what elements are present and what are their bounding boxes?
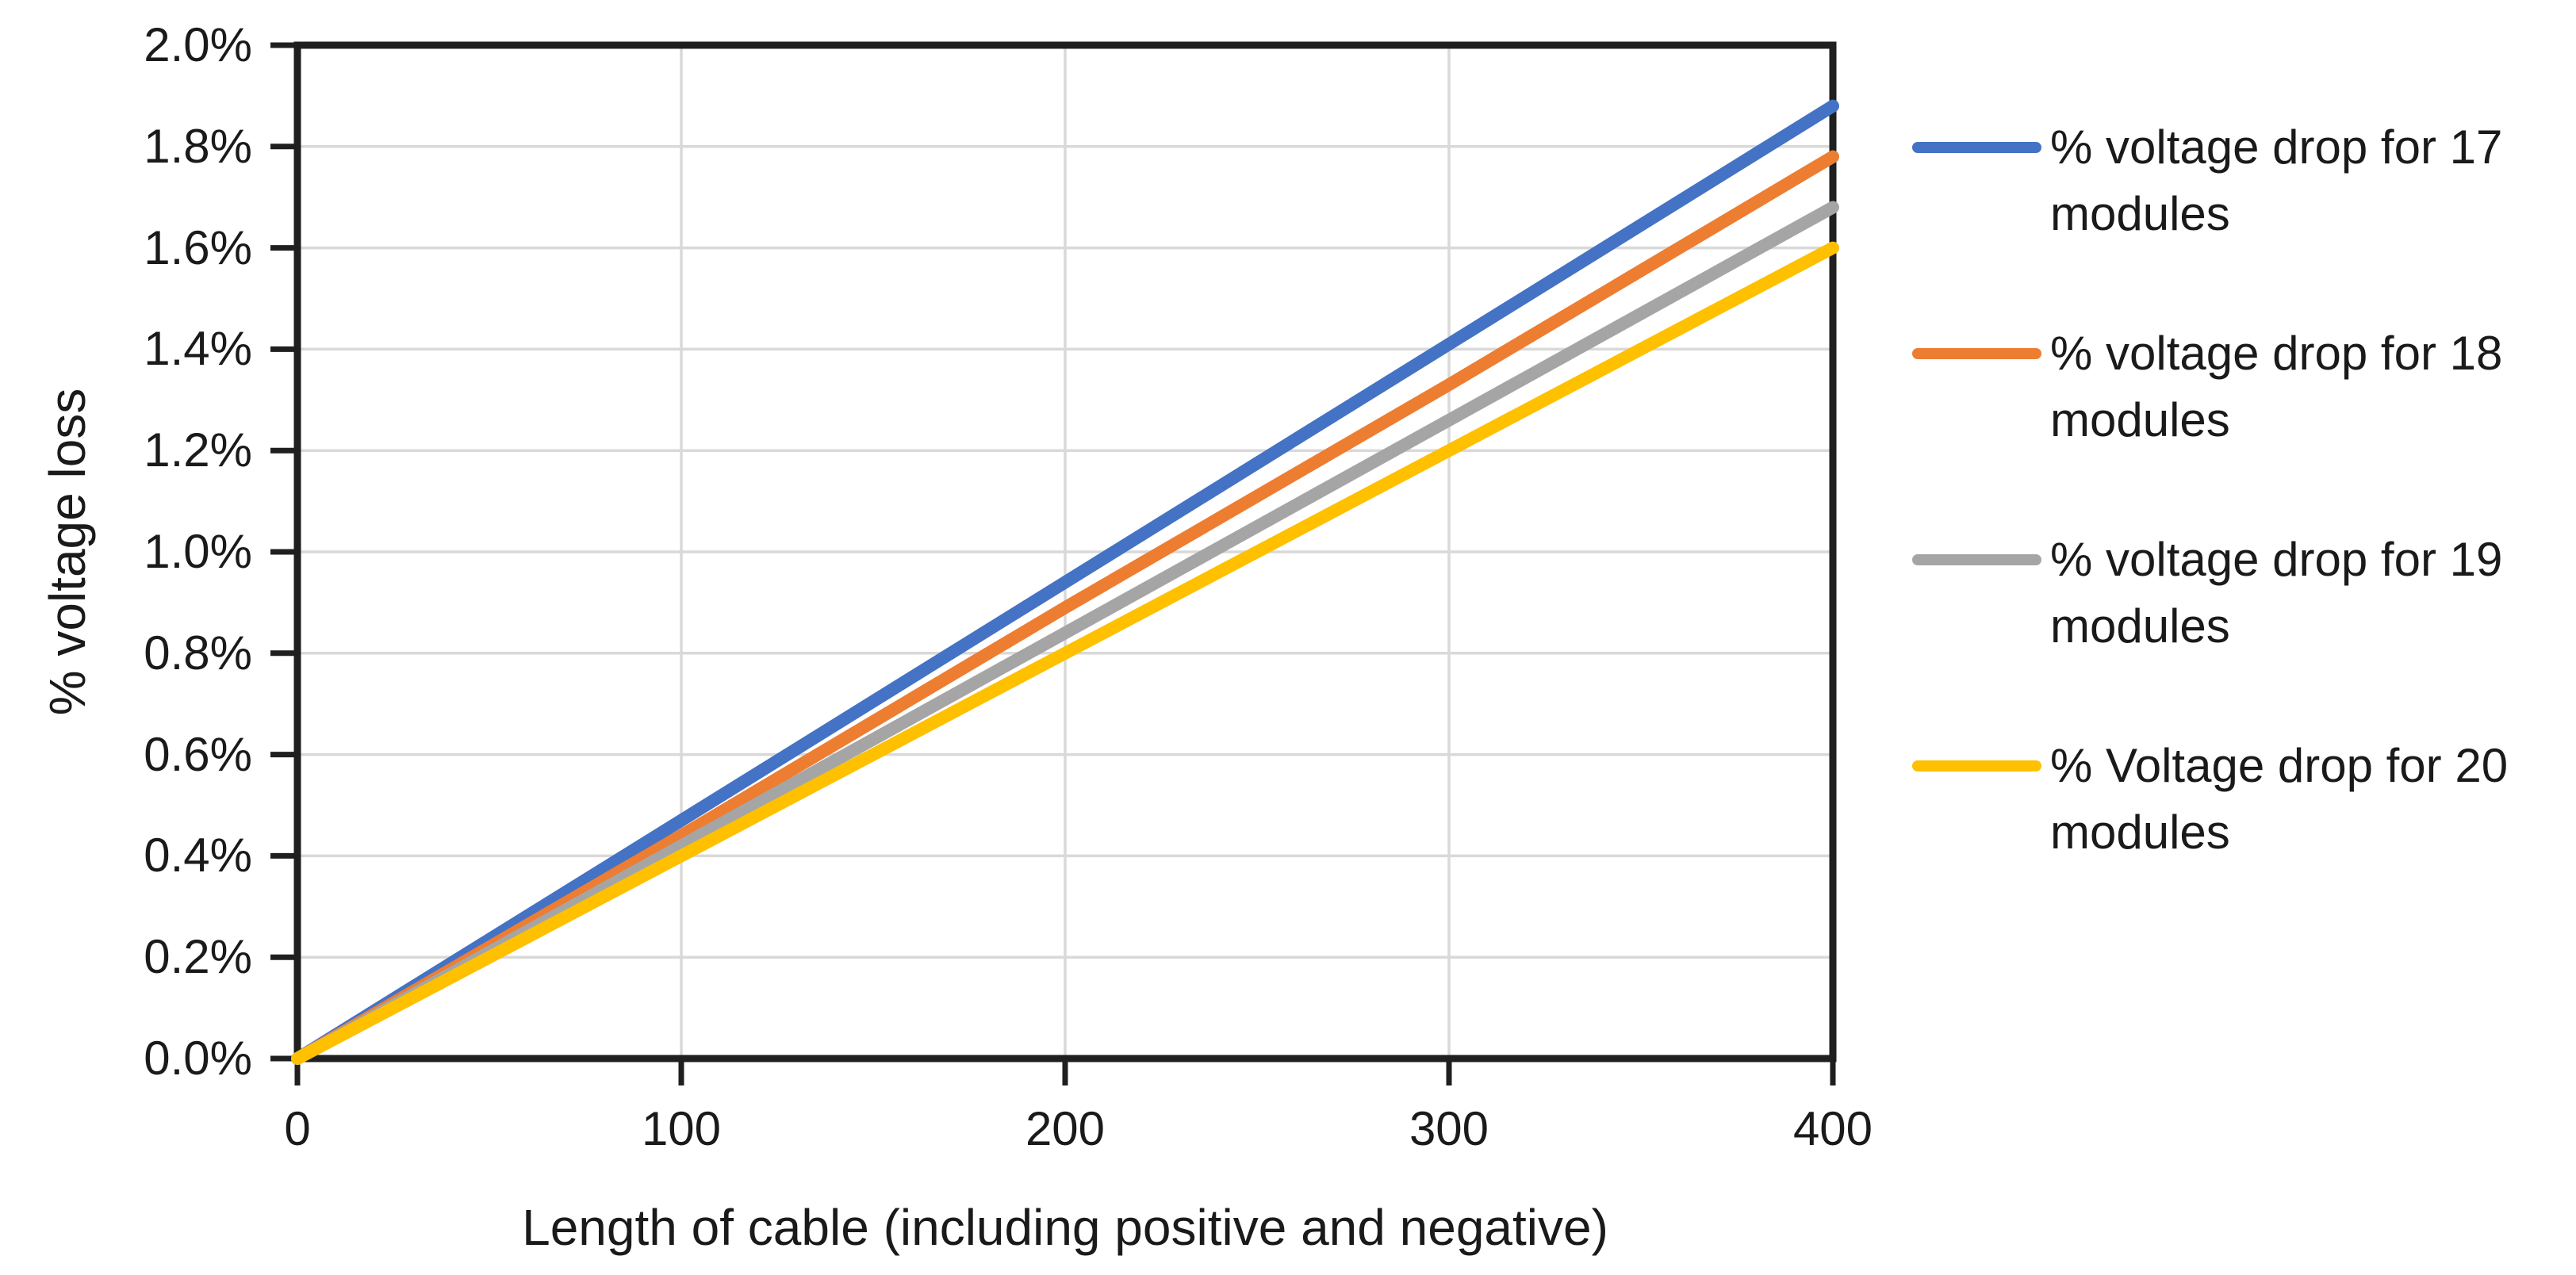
x-tick-label: 400 (1792, 1102, 1873, 1155)
y-tick-label: 1.8% (144, 119, 252, 173)
plot-border (293, 41, 1837, 1062)
legend-item: % Voltage drop for 20 modules (1912, 733, 2576, 866)
legend-swatch-icon (1912, 554, 2041, 565)
y-tick-label: 1.4% (144, 322, 252, 376)
legend-swatch-icon (1912, 760, 2041, 772)
y-tick-label: 0.0% (144, 1032, 252, 1085)
legend-swatch-icon (1912, 348, 2041, 359)
legend-item-label: % voltage drop for 18 modules (2050, 327, 2503, 446)
y-axis-title: % voltage loss (39, 388, 96, 716)
legend-item-label: % voltage drop for 19 modules (2050, 533, 2503, 653)
y-tick-label: 2.0% (144, 18, 252, 71)
y-tick-label: 0.8% (144, 626, 252, 680)
y-tick-label: 0.6% (144, 727, 252, 781)
y-tick-label: 1.2% (144, 423, 252, 477)
x-tick-label: 0 (284, 1102, 311, 1155)
x-tick-label: 300 (1409, 1102, 1489, 1155)
x-tick-label: 100 (641, 1102, 722, 1155)
x-axis-title: Length of cable (including positive and … (522, 1199, 1608, 1256)
series-line-17-modules (291, 99, 1839, 1065)
legend-swatch-icon (1912, 142, 2041, 153)
legend-item: % voltage drop for 19 modules (1912, 526, 2576, 660)
series-line-20-modules (291, 241, 1839, 1065)
legend-item-label: % voltage drop for 17 modules (2050, 121, 2503, 240)
y-tick-label: 0.4% (144, 829, 252, 883)
plot-area (270, 41, 1839, 1085)
y-tick-label: 1.0% (144, 525, 252, 578)
legend-item-label: % Voltage drop for 20 modules (2050, 739, 2509, 859)
legend-item: % voltage drop for 17 modules (1912, 114, 2576, 247)
y-tick-label: 1.6% (144, 220, 252, 274)
y-tick-label: 0.2% (144, 930, 252, 984)
legend-item: % voltage drop for 18 modules (1912, 320, 2576, 454)
x-tick-label: 200 (1025, 1102, 1106, 1155)
